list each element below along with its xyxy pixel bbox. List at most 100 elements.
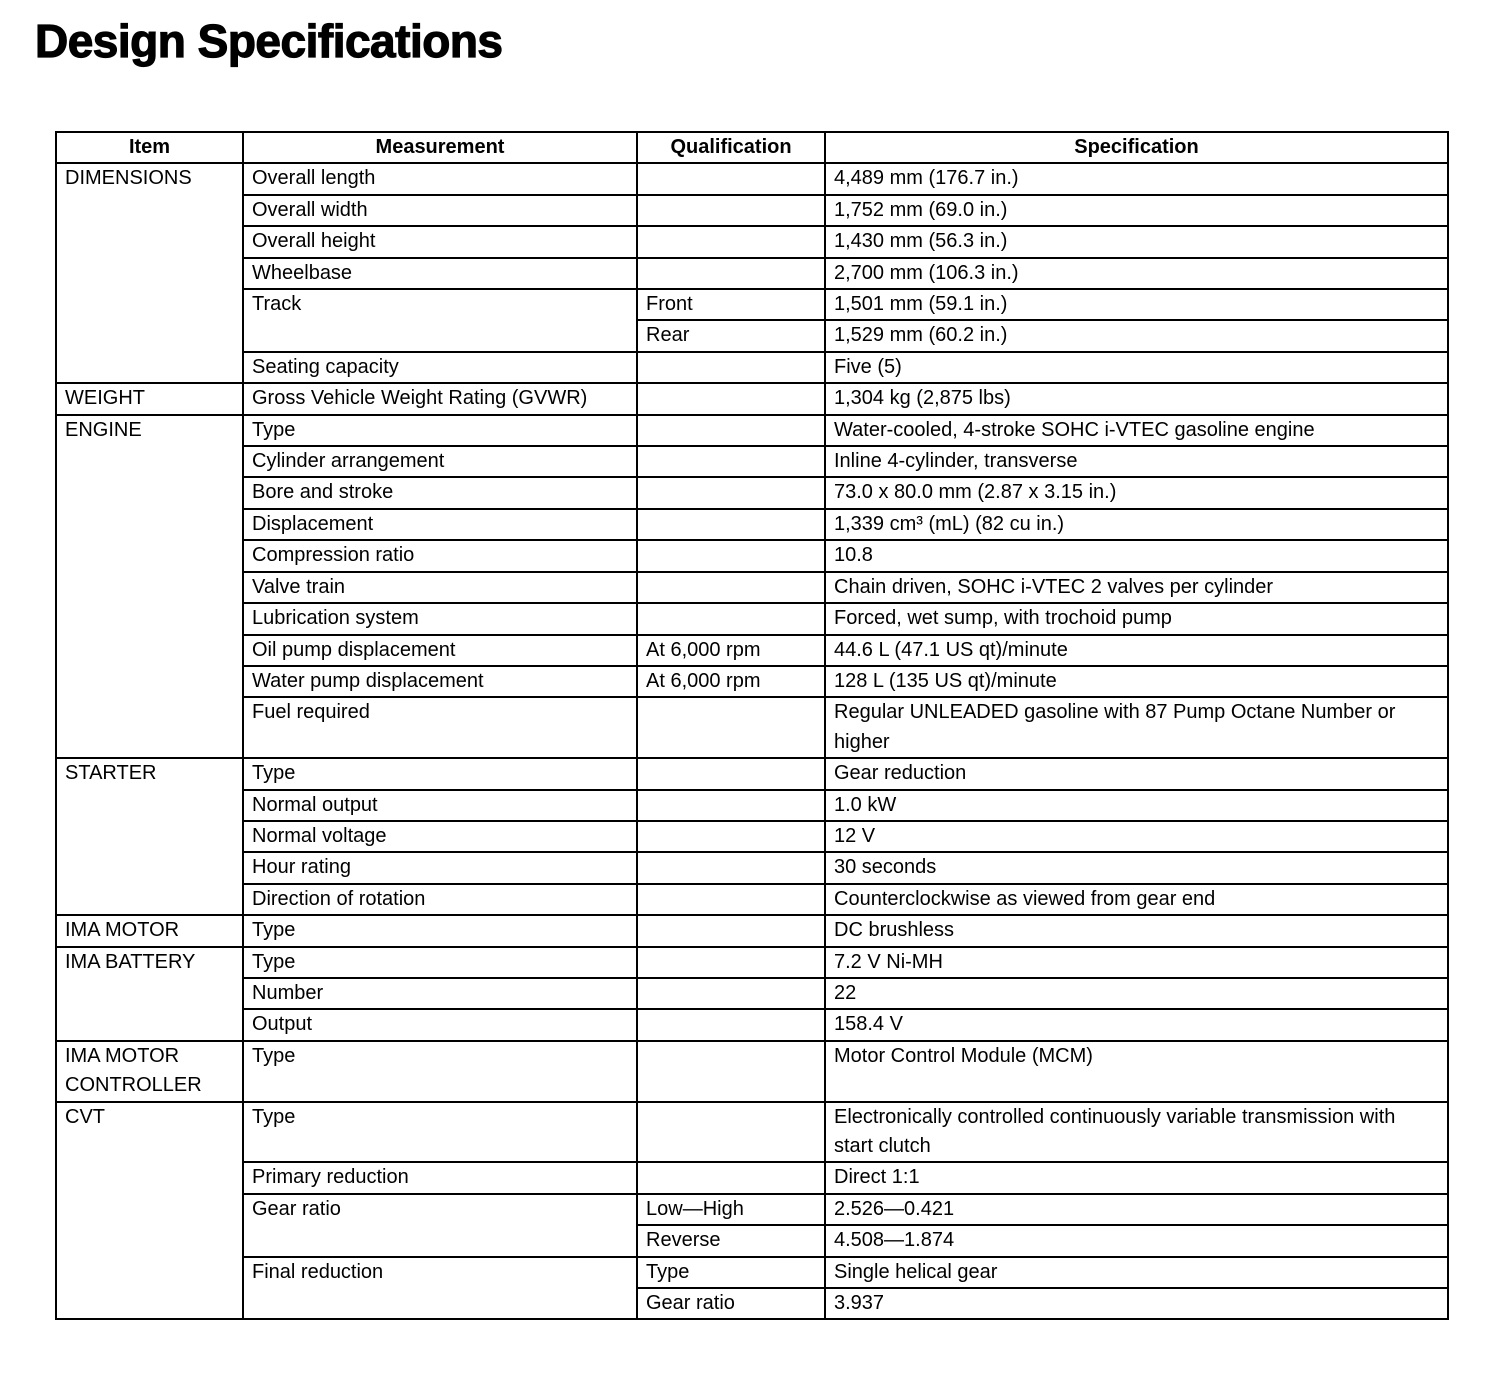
measurement-cell: Compression ratio bbox=[242, 539, 638, 573]
item-cell: CVT bbox=[55, 1100, 244, 1321]
table-row: Primary reduction Direct 1:1 bbox=[56, 1161, 1449, 1195]
measurement-cell: Water pump displacement bbox=[242, 664, 638, 699]
measurement-cell: Type bbox=[242, 757, 638, 791]
qualification-cell bbox=[636, 602, 826, 636]
measurement-cell: Type bbox=[242, 1100, 638, 1164]
qualification-cell: At 6,000 rpm bbox=[636, 664, 826, 699]
specification-cell: 2.526—0.421 bbox=[824, 1192, 1449, 1227]
table-row: IMA MOTOR CONTROLLER Type Motor Control Mo… bbox=[55, 1039, 1449, 1103]
table-row: Lubrication system Forced, wet sump, with… bbox=[56, 602, 1449, 636]
table-row: Fuel required Regular UNLEADED gasoline w… bbox=[56, 696, 1449, 760]
spec-table: Item Measurement Qualification Specifica… bbox=[55, 130, 1449, 1321]
specification-cell: 1,501 mm (59.1 in.) bbox=[824, 288, 1449, 322]
table-row: Bore and stroke 73.0 x 80.0 mm (2.87 x 3.… bbox=[56, 476, 1449, 510]
qualification-cell bbox=[636, 1161, 826, 1195]
table-row: Overall height 1,430 mm (56.3 in.) bbox=[56, 225, 1449, 259]
measurement-cell: Fuel required bbox=[242, 696, 638, 760]
qualification-cell bbox=[636, 914, 826, 948]
qualification-cell bbox=[636, 1100, 826, 1164]
measurement-cell: Overall height bbox=[242, 225, 638, 259]
measurement-cell: Type bbox=[242, 1039, 638, 1103]
table-row: ENGINE Type Water-cooled, 4-stroke SOHC i-… bbox=[55, 413, 1449, 760]
item-cell: WEIGHT bbox=[55, 382, 244, 416]
table-row: Water pump displacement At 6,000 rpm 128 L… bbox=[56, 664, 1449, 699]
specification-cell: 1,339 cm³ (mL) (82 cu in.) bbox=[824, 507, 1449, 542]
qualification-cell: Low—High bbox=[636, 1192, 826, 1227]
qualification-cell: Gear ratio bbox=[636, 1287, 826, 1321]
qualification-cell bbox=[636, 225, 826, 259]
measurement-cell: Normal voltage bbox=[242, 819, 638, 854]
qualification-cell: At 6,000 rpm bbox=[636, 633, 826, 667]
qualification-cell: Rear bbox=[636, 319, 826, 353]
measurement-cell: Direction of rotation bbox=[242, 882, 638, 917]
measurement-cell: Track bbox=[242, 288, 638, 353]
table-row: Rear 1,529 mm (60.2 in.) bbox=[56, 319, 1449, 353]
qualification-cell: Front bbox=[636, 288, 826, 322]
specification-cell: Gear reduction bbox=[824, 757, 1449, 791]
measurement-cell: Cylinder arrangement bbox=[242, 445, 638, 479]
table-row: Cylinder arrangement Inline 4-cylinder, t… bbox=[56, 445, 1449, 479]
header-cell: Measurement bbox=[242, 130, 638, 165]
specification-cell: Chain driven, SOHC i-VTEC 2 valves per c… bbox=[824, 570, 1449, 605]
qualification-cell bbox=[636, 382, 826, 416]
qualification-cell bbox=[636, 819, 826, 854]
specification-cell: Counterclockwise as viewed from gear end bbox=[824, 882, 1449, 917]
specification-cell: 1,304 kg (2,875 lbs) bbox=[824, 382, 1449, 416]
item-cell: IMA BATTERY bbox=[55, 945, 244, 1042]
measurement-cell: Type bbox=[242, 914, 638, 948]
specification-cell: DC brushless bbox=[824, 914, 1449, 948]
table-row: Gear ratio Low—High 2.526—0.421 bbox=[56, 1192, 1449, 1258]
item-cell: IMA MOTOR bbox=[55, 914, 244, 948]
specification-cell: Regular UNLEADED gasoline with 87 Pump O… bbox=[824, 696, 1449, 760]
qualification-cell bbox=[636, 193, 826, 228]
specification-cell: Water-cooled, 4-stroke SOHC i-VTEC gasol… bbox=[824, 413, 1449, 448]
specification-cell: Inline 4-cylinder, transverse bbox=[824, 445, 1449, 479]
measurement-cell: Gross Vehicle Weight Rating (GVWR) bbox=[242, 382, 638, 416]
qualification-cell bbox=[636, 788, 826, 822]
specification-cell: 44.6 L (47.1 US qt)/minute bbox=[824, 633, 1449, 667]
table-row: Overall width 1,752 mm (69.0 in.) bbox=[56, 193, 1449, 228]
specification-cell: 10.8 bbox=[824, 539, 1449, 573]
table-row: STARTER Type Gear reduction bbox=[55, 757, 1449, 917]
measurement-cell: Primary reduction bbox=[242, 1161, 638, 1195]
measurement-cell: Wheelbase bbox=[242, 256, 638, 291]
qualification-cell bbox=[636, 1039, 826, 1103]
measurement-cell: Number bbox=[242, 976, 638, 1011]
measurement-cell: Lubrication system bbox=[242, 602, 638, 636]
header-cell: Specification bbox=[824, 130, 1449, 165]
table-row: Number 22 bbox=[56, 976, 1449, 1011]
table-row: IMA MOTOR Type DC brushless bbox=[55, 914, 1449, 948]
qualification-cell bbox=[636, 570, 826, 605]
qualification-cell bbox=[636, 1008, 826, 1042]
qualification-cell bbox=[636, 256, 826, 291]
measurement-cell: Overall length bbox=[242, 162, 638, 196]
specification-cell: Five (5) bbox=[824, 350, 1449, 385]
table-row: Oil pump displacement At 6,000 rpm 44.6 L … bbox=[56, 633, 1449, 667]
specification-cell: 4.508—1.874 bbox=[824, 1224, 1449, 1258]
table-row: Compression ratio 10.8 bbox=[56, 539, 1449, 573]
measurement-cell: Hour rating bbox=[242, 851, 638, 885]
specification-cell: 7.2 V Ni-MH bbox=[824, 945, 1449, 979]
measurement-cell: Seating capacity bbox=[242, 350, 638, 385]
header-row: Item Measurement Qualification Specifica… bbox=[55, 130, 1449, 165]
table-row: Direction of rotation Counterclockwise as… bbox=[56, 882, 1449, 917]
qualification-cell bbox=[636, 757, 826, 791]
specification-cell: 22 bbox=[824, 976, 1449, 1011]
measurement-cell: Overall width bbox=[242, 193, 638, 228]
qualification-cell: Type bbox=[636, 1255, 826, 1290]
measurement-cell: Displacement bbox=[242, 507, 638, 542]
specification-cell: 30 seconds bbox=[824, 851, 1449, 885]
measurement-cell: Bore and stroke bbox=[242, 476, 638, 510]
specification-cell: 1.0 kW bbox=[824, 788, 1449, 822]
header-cell: Item bbox=[55, 130, 244, 165]
page-title: Design Specifications bbox=[34, 14, 503, 67]
table-row: Output 158.4 V bbox=[56, 1008, 1449, 1042]
qualification-cell bbox=[636, 162, 826, 196]
specification-cell: Direct 1:1 bbox=[824, 1161, 1449, 1195]
specification-cell: 12 V bbox=[824, 819, 1449, 854]
table-row: CVT Type Electronically controlled continu… bbox=[55, 1100, 1449, 1321]
qualification-cell: Reverse bbox=[636, 1224, 826, 1258]
measurement-cell: Valve train bbox=[242, 570, 638, 605]
table-row: Reverse 4.508—1.874 bbox=[56, 1224, 1449, 1258]
